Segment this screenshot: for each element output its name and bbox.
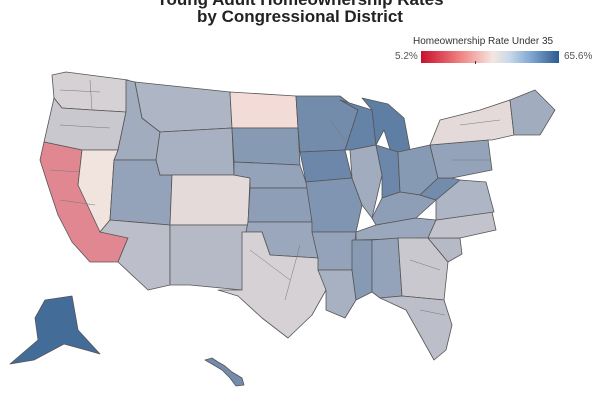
region-iowa[interactable] <box>299 149 353 183</box>
district-boundary <box>419 309 446 316</box>
region-mississippi[interactable] <box>351 239 373 301</box>
region-south-dakota[interactable] <box>231 127 301 166</box>
district-boundary <box>329 119 346 141</box>
region-missouri[interactable] <box>305 177 363 233</box>
region-georgia[interactable] <box>397 237 449 301</box>
district-boundary <box>59 124 111 129</box>
color-legend: Homeownership Rate Under 35 5.2% 65.6% <box>395 36 595 66</box>
district-boundary <box>49 169 81 173</box>
district-boundary <box>409 259 441 271</box>
region-alabama[interactable] <box>371 237 403 299</box>
region-pennsylvania[interactable] <box>429 139 493 179</box>
district-boundary <box>59 199 96 206</box>
map-title-line-2: by Congressional District <box>197 7 403 26</box>
district-boundary <box>284 244 301 301</box>
region-west-virginia[interactable] <box>419 177 461 201</box>
legend-color-ramp <box>421 51 559 63</box>
legend-max-label: 65.6% <box>564 51 593 62</box>
region-north-dakota[interactable] <box>229 91 299 129</box>
legend-tick-marker <box>475 61 476 64</box>
region-arkansas[interactable] <box>311 231 357 271</box>
district-boundary <box>89 79 93 111</box>
legend-title: Homeownership Rate Under 35 <box>413 36 554 47</box>
region-new-mexico[interactable] <box>169 224 249 291</box>
district-boundary <box>459 119 501 126</box>
legend-min-label: 5.2% <box>395 51 418 62</box>
region-florida[interactable] <box>379 295 453 361</box>
region-alaska[interactable] <box>9 295 101 365</box>
region-new-england[interactable] <box>509 89 556 136</box>
region-colorado[interactable] <box>169 174 251 226</box>
region-washington[interactable] <box>51 71 129 113</box>
region-wyoming[interactable] <box>155 127 235 176</box>
region-new-york[interactable] <box>429 99 515 146</box>
region-texas[interactable] <box>217 231 327 339</box>
region-kansas[interactable] <box>247 187 313 223</box>
map-title-line-1: Young Adult Homeownership Rates <box>0 0 600 11</box>
district-boundary <box>59 89 101 93</box>
region-tennessee[interactable] <box>355 217 437 241</box>
district-boundary <box>249 249 291 281</box>
region-hawaii[interactable] <box>204 357 245 387</box>
